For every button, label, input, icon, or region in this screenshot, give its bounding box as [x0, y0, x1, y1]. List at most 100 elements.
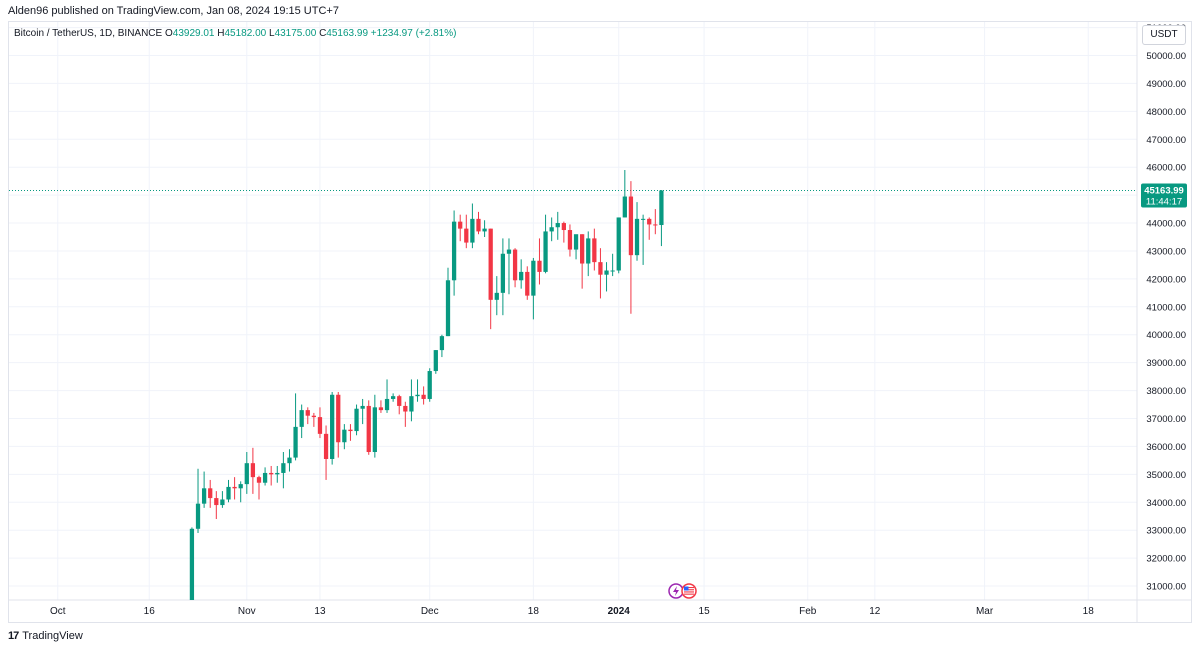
- us-flag-event-icon: [681, 583, 697, 599]
- candle-body: [634, 218, 640, 256]
- candle-body: [531, 260, 536, 296]
- price-tick-label: 33000.00: [1146, 526, 1186, 537]
- candle-body: [378, 407, 384, 411]
- candle-body: [342, 429, 347, 443]
- candle-body: [616, 217, 621, 271]
- candle-body: [647, 218, 652, 225]
- low-value: 43175.00: [274, 28, 317, 39]
- candle-body: [299, 410, 304, 427]
- price-tick-label: 48000.00: [1146, 107, 1186, 118]
- candle-body: [470, 218, 475, 243]
- chart-frame: [8, 21, 1192, 623]
- lightning-glyph: [673, 586, 679, 596]
- symbol-name: Bitcoin / TetherUS, 1D, BINANCE: [14, 28, 163, 39]
- candle-body: [336, 394, 341, 443]
- price-tick-label: 44000.00: [1146, 219, 1186, 230]
- low-label: L: [269, 28, 275, 39]
- price-tick-label: 32000.00: [1146, 554, 1186, 565]
- tradingview-brand[interactable]: TradingView: [22, 630, 83, 642]
- price-tick-label: 43000.00: [1146, 246, 1186, 257]
- candle-body: [256, 477, 262, 483]
- time-tick-label: Oct: [50, 606, 66, 617]
- price-tick-label: 38000.00: [1146, 386, 1186, 397]
- candle-body: [226, 486, 231, 500]
- time-tick-label: 15: [699, 606, 711, 617]
- time-tick-label: Nov: [238, 606, 256, 617]
- candle-body: [506, 249, 512, 254]
- candle-body: [659, 190, 664, 226]
- candle-body: [500, 253, 506, 293]
- candle-body: [628, 196, 634, 256]
- candle-body: [330, 394, 335, 459]
- candle-body: [360, 405, 365, 409]
- candle-body: [555, 223, 560, 228]
- time-tick-label: 2024: [608, 606, 631, 617]
- candle-body: [323, 433, 329, 459]
- price-tick-label: 40000.00: [1146, 330, 1186, 341]
- countdown-label: 11:44:17: [1146, 197, 1182, 208]
- candle-body: [610, 270, 615, 272]
- price-tick-label: 49000.00: [1146, 79, 1186, 90]
- price-tick-label: 34000.00: [1146, 498, 1186, 509]
- candle-body: [293, 426, 298, 458]
- candle-body: [244, 463, 249, 485]
- candle-body: [384, 398, 390, 411]
- candle-body: [476, 218, 481, 232]
- publisher-info: Alden96 published on TradingView.com, Ja…: [8, 5, 339, 17]
- tradingview-logo[interactable]: 17: [8, 630, 19, 642]
- candle-body: [458, 221, 463, 229]
- flag-stripe: [684, 591, 694, 593]
- time-tick-label: Dec: [421, 606, 439, 617]
- candle-body: [537, 260, 542, 272]
- top-bar: Alden96 published on TradingView.com, Ja…: [0, 0, 1200, 22]
- flag-canton: [684, 586, 689, 591]
- price-tick-label: 39000.00: [1146, 358, 1186, 369]
- candle-body: [317, 417, 323, 434]
- candle-body: [488, 228, 493, 300]
- candle-body: [409, 396, 414, 412]
- candle-body: [445, 280, 451, 337]
- candle-body: [372, 407, 377, 453]
- candle-body: [622, 196, 627, 218]
- candle-body: [250, 463, 256, 478]
- candle-body: [354, 408, 359, 432]
- candle-body: [262, 472, 268, 483]
- candle-body: [195, 503, 201, 529]
- time-tick-label: 18: [528, 606, 540, 617]
- price-tick-label: 47000.00: [1146, 135, 1186, 146]
- last-price-badge: [1141, 183, 1187, 208]
- time-tick-label: 13: [314, 606, 326, 617]
- candle-body: [433, 350, 438, 372]
- candle-body: [201, 488, 207, 504]
- time-tick-label: 12: [869, 606, 881, 617]
- time-tick-label: Feb: [799, 606, 817, 617]
- candle-body: [403, 405, 408, 412]
- candle-body: [494, 292, 499, 300]
- candle-body: [287, 457, 292, 464]
- time-tick-label: Mar: [976, 606, 994, 617]
- open-label: O: [164, 28, 173, 39]
- currency-button[interactable]: USDT: [1142, 25, 1186, 45]
- candle-body: [561, 223, 566, 231]
- candle-body: [653, 224, 658, 226]
- price-tick-label: 35000.00: [1146, 470, 1186, 481]
- candle-body: [397, 396, 402, 406]
- candle-body: [348, 429, 353, 432]
- candle-body: [439, 336, 445, 351]
- candle-body: [549, 227, 554, 232]
- price-tick-label: 42000.00: [1146, 274, 1186, 285]
- candle-body: [421, 394, 426, 399]
- flag-stripe: [684, 587, 694, 589]
- candle-body: [519, 271, 524, 281]
- high-label: H: [217, 28, 225, 39]
- candle-body: [232, 486, 237, 489]
- candle-body: [567, 230, 573, 250]
- candle-body: [640, 218, 646, 220]
- price-tick-label: 37000.00: [1146, 414, 1186, 425]
- time-tick-label: 18: [1083, 606, 1095, 617]
- last-price-label: 45163.99: [1144, 186, 1184, 197]
- flag-stripe: [684, 589, 694, 591]
- close-value: 45163.99: [326, 28, 369, 39]
- footer: 17 TradingView: [8, 630, 83, 642]
